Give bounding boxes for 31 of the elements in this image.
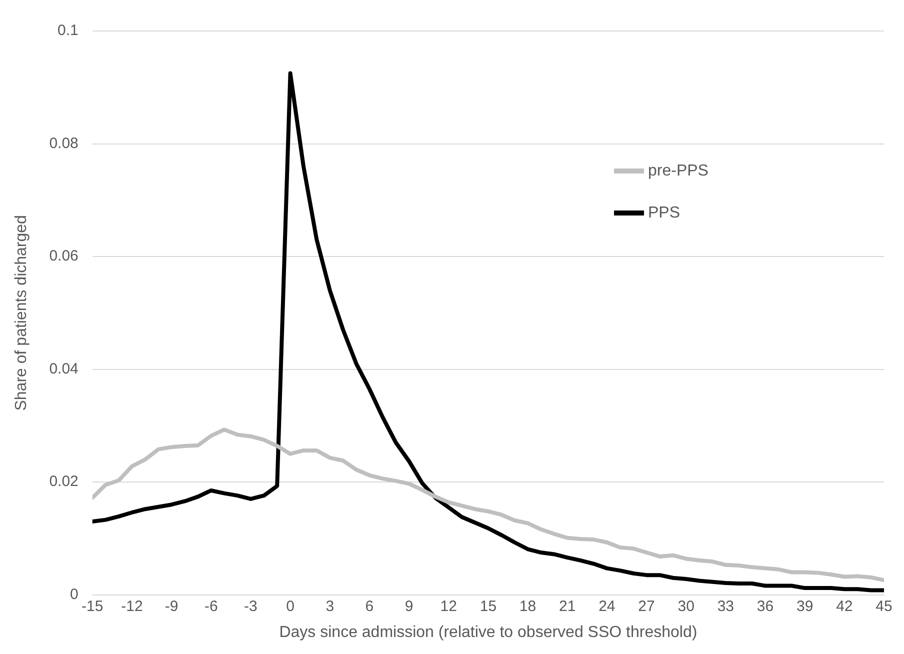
x-tick-label: -12 [121, 598, 143, 615]
x-tick-label: 39 [796, 598, 814, 615]
x-tick-label: -3 [244, 598, 258, 615]
x-tick-label: -15 [82, 598, 104, 615]
y-tick-label: 0.04 [49, 360, 78, 378]
x-tick-label: 24 [598, 598, 616, 615]
legend-label: pre-PPS [648, 162, 708, 180]
legend-label: PPS [648, 204, 680, 222]
x-tick-label: 30 [678, 598, 694, 615]
x-tick-label: 27 [638, 598, 655, 615]
y-tick-label: 0.1 [58, 22, 78, 40]
x-tick-label: 9 [404, 598, 414, 615]
x-tick-label: 36 [756, 598, 774, 615]
x-tick-label: 18 [519, 598, 536, 615]
y-tick-label: 0.08 [49, 134, 78, 152]
x-axis-title: Days since admission (relative to observed SSO threshold) [279, 624, 698, 641]
x-tick-label: 45 [876, 598, 892, 615]
x-tick-label: 21 [559, 598, 576, 615]
y-axis-title: Share of patients dicharged [13, 215, 30, 411]
x-tick-label: 0 [286, 598, 294, 615]
x-tick-label: -6 [204, 598, 218, 615]
y-tick-label: 0.02 [49, 473, 78, 490]
x-tick-label: -9 [164, 598, 178, 615]
x-tick-label: 42 [836, 598, 853, 615]
x-tick-label: 3 [326, 598, 334, 615]
x-tick-label: 12 [440, 598, 457, 615]
y-tick-label: 0 [70, 586, 78, 603]
y-tick-label: 0.06 [49, 248, 78, 265]
x-tick-label: 15 [480, 598, 497, 615]
x-tick-label: 33 [717, 598, 734, 615]
x-tick-label: 6 [365, 598, 374, 615]
